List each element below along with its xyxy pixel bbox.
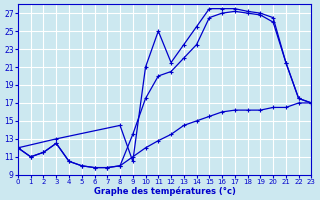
X-axis label: Graphe des températures (°c): Graphe des températures (°c) [94,186,236,196]
